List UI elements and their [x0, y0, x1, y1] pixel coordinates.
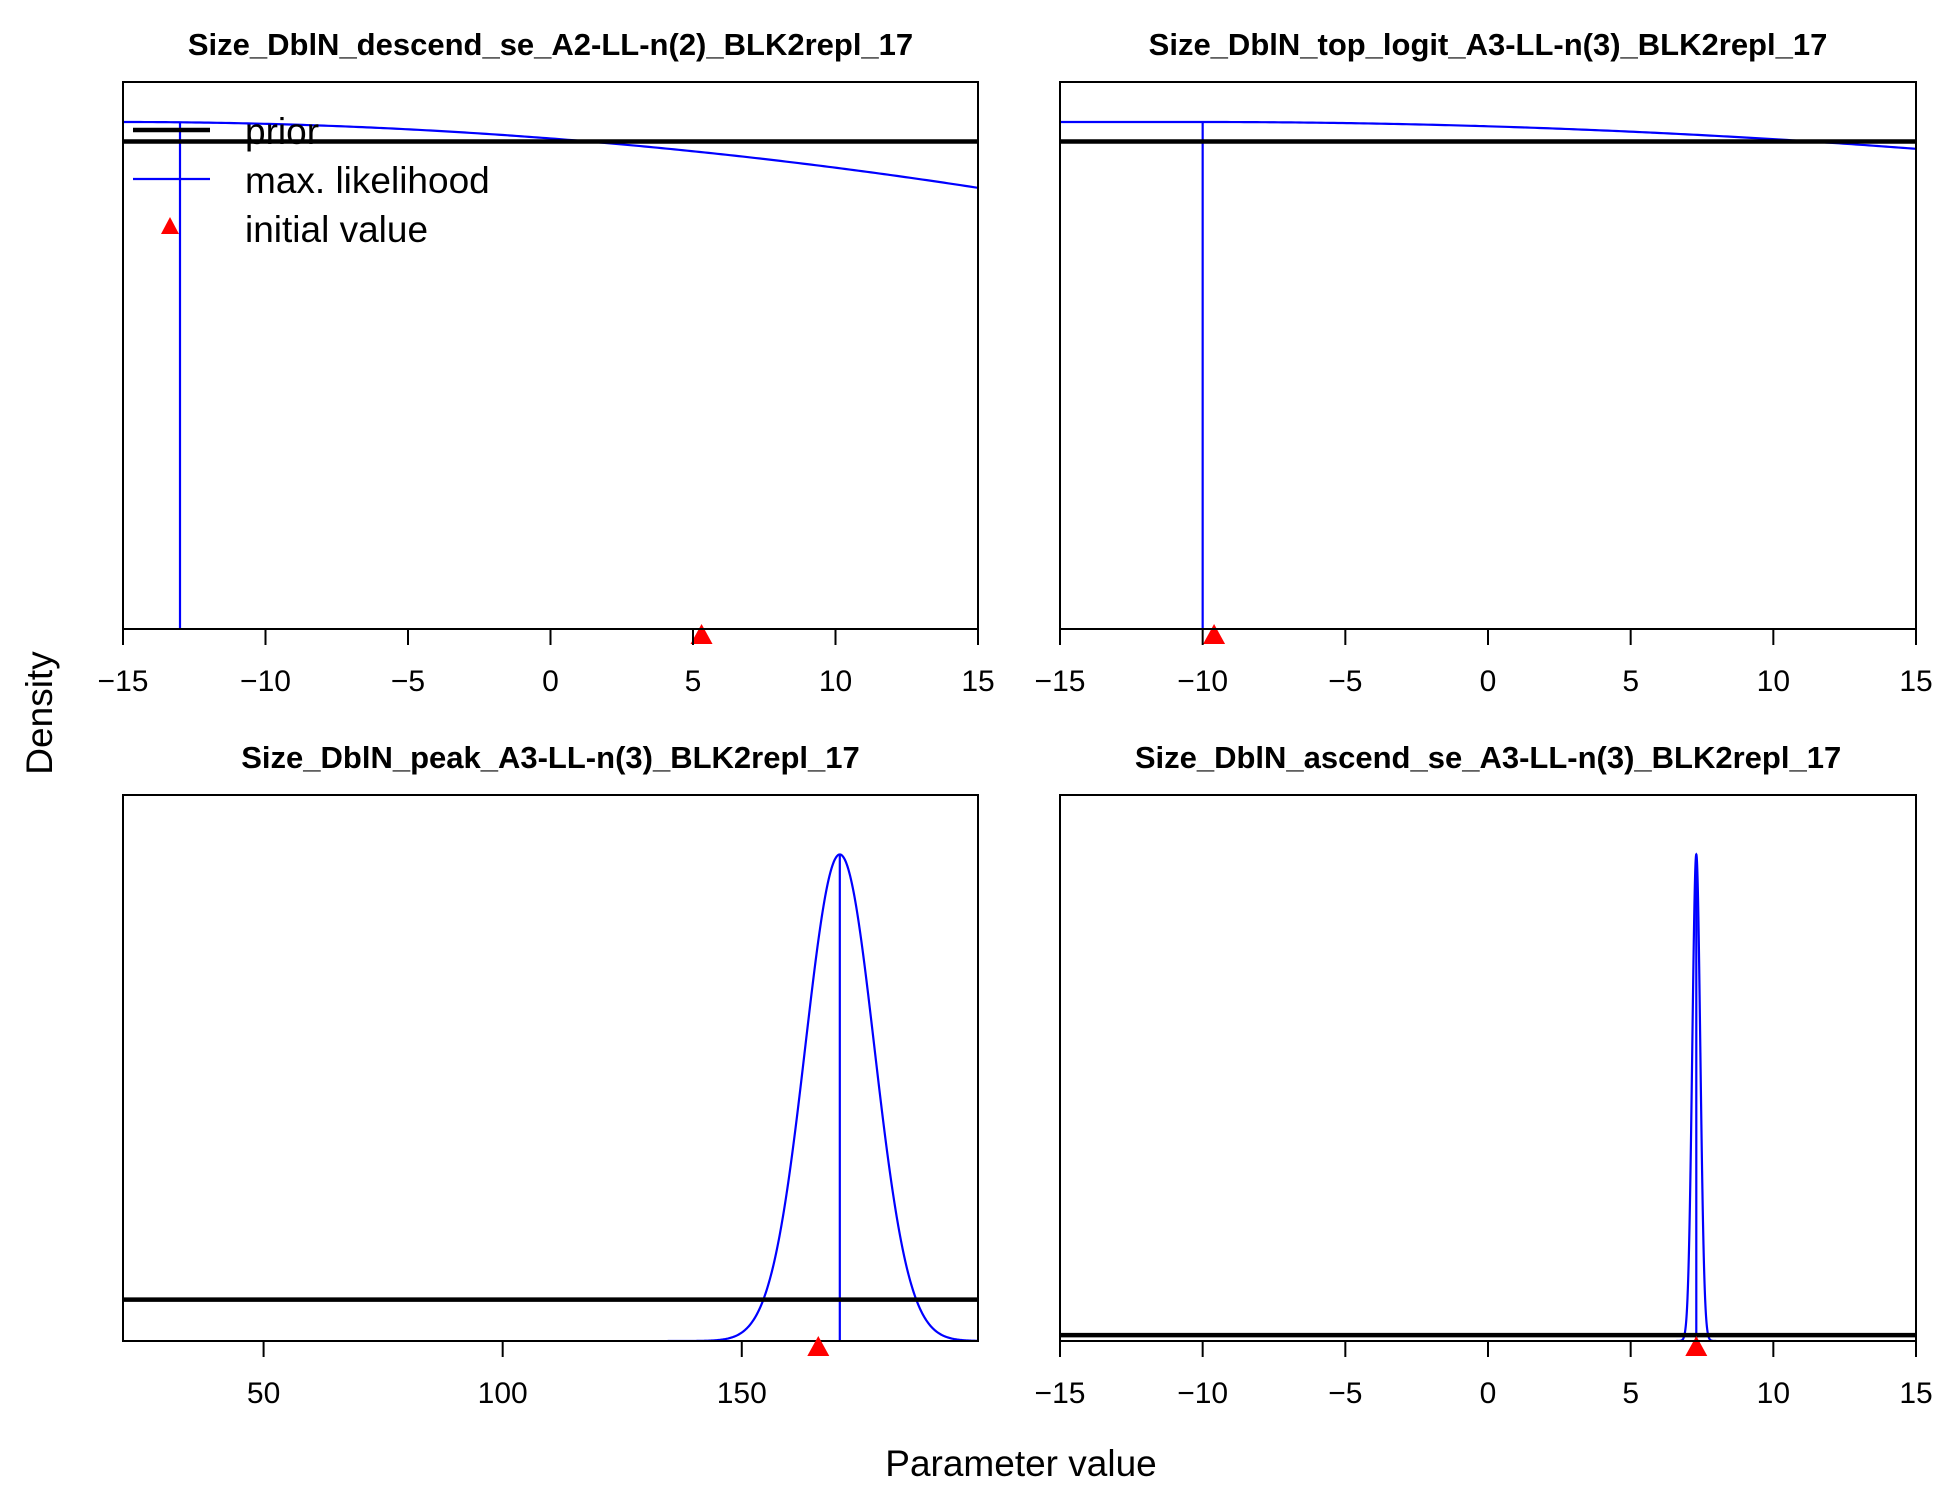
x-axis: −15 −10 −5 0 5 10 15 [1035, 628, 1933, 698]
x-tick-label: −5 [391, 665, 425, 698]
legend-entry: initial value [161, 209, 428, 250]
x-tick-label: 10 [1757, 1377, 1790, 1410]
likelihood-curve [1060, 120, 1916, 150]
x-tick-label: 10 [1757, 665, 1790, 698]
likelihood-curve [123, 120, 978, 189]
chart-panel: Size_DblN_peak_A3-LL-n(3)_BLK2repl_17 50 1… [122, 740, 979, 1410]
initial-value-marker [1203, 624, 1226, 644]
plot-area [123, 120, 978, 629]
x-tick-label: −15 [1035, 1377, 1086, 1410]
plot-area [1060, 120, 1916, 629]
panel-title: Size_DblN_peak_A3-LL-n(3)_BLK2repl_17 [241, 740, 859, 775]
initial-value-marker [1685, 1336, 1708, 1356]
panel-title: Size_DblN_descend_se_A2-LL-n(2)_BLK2repl… [188, 27, 913, 62]
x-tick-label: 15 [1899, 665, 1932, 698]
x-tick-label: 100 [478, 1377, 528, 1410]
chart-panel: Size_DblN_descend_se_A2-LL-n(2)_BLK2repl… [98, 27, 995, 698]
x-tick-label: 0 [1480, 665, 1497, 698]
legend-entry: max. likelihood [133, 160, 490, 201]
x-axis-label: Parameter value [885, 1443, 1156, 1484]
x-tick-label: 5 [1622, 665, 1639, 698]
chart-panel: Size_DblN_top_logit_A3-LL-n(3)_BLK2repl_… [1035, 27, 1933, 698]
y-axis-label: Density [19, 651, 60, 775]
plot-area [123, 853, 978, 1341]
legend-label: prior [245, 111, 319, 152]
x-tick-label: −10 [240, 665, 291, 698]
x-tick-label: −10 [1177, 665, 1228, 698]
legend-label: initial value [245, 209, 428, 250]
x-axis: −15 −10 −5 0 5 10 15 [98, 628, 995, 698]
plot-frame [1059, 81, 1917, 630]
likelihood-curve [667, 853, 978, 1341]
chart-panel: Size_DblN_ascend_se_A3-LL-n(3)_BLK2repl_… [1035, 740, 1933, 1410]
x-axis: −15 −10 −5 0 5 10 15 [1035, 1340, 1933, 1410]
x-tick-label: 15 [1899, 1377, 1932, 1410]
x-tick-label: 15 [961, 665, 994, 698]
x-tick-label: 10 [819, 665, 852, 698]
legend: prior max. likelihood initial value [133, 111, 490, 250]
x-tick-label: 5 [685, 665, 702, 698]
initial-value-marker [690, 624, 713, 644]
x-axis: 50 100 150 [247, 1340, 767, 1410]
plot-frame [1059, 794, 1917, 1342]
initial-value-marker [807, 1336, 830, 1356]
x-tick-label: 50 [247, 1377, 280, 1410]
panel-title: Size_DblN_top_logit_A3-LL-n(3)_BLK2repl_… [1149, 27, 1828, 62]
likelihood-curve [1676, 852, 1717, 1341]
x-tick-label: −10 [1177, 1377, 1228, 1410]
x-tick-label: 150 [717, 1377, 767, 1410]
legend-entry: prior [133, 111, 319, 152]
x-tick-label: −15 [98, 665, 149, 698]
legend-label: max. likelihood [245, 160, 490, 201]
x-tick-label: −5 [1328, 665, 1362, 698]
legend-initial-swatch [161, 217, 179, 234]
x-tick-label: 5 [1622, 1377, 1639, 1410]
panel-title: Size_DblN_ascend_se_A3-LL-n(3)_BLK2repl_… [1135, 740, 1841, 775]
x-tick-label: −5 [1328, 1377, 1362, 1410]
x-tick-label: 0 [1480, 1377, 1497, 1410]
plot-area [1060, 852, 1916, 1341]
x-tick-label: 0 [542, 665, 559, 698]
x-tick-label: −15 [1035, 665, 1086, 698]
